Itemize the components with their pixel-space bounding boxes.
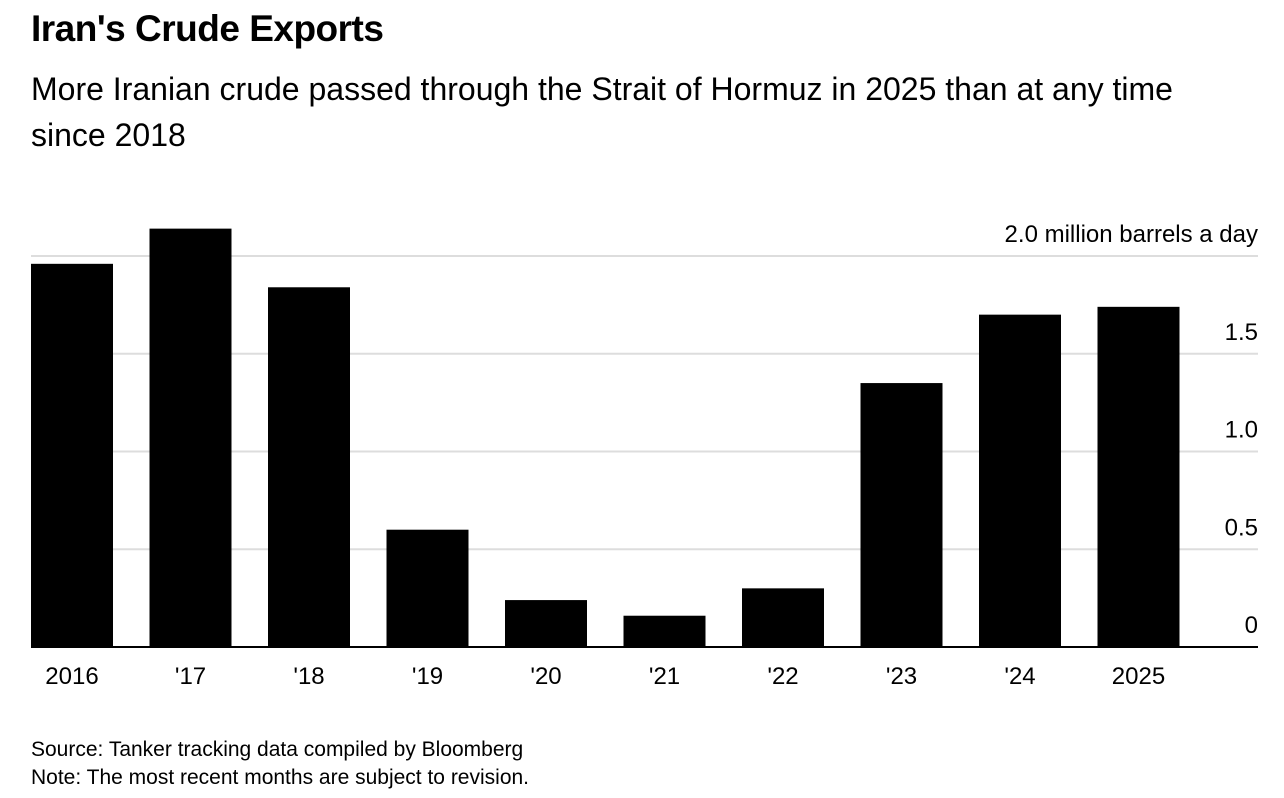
chart-title: Iran's Crude Exports	[31, 8, 384, 49]
bar	[505, 600, 587, 647]
source-note: Source: Tanker tracking data compiled by…	[31, 738, 524, 761]
bar	[268, 287, 350, 647]
y-tick-label: 2.0 million barrels a day	[1005, 221, 1258, 248]
bar	[860, 383, 943, 647]
chart-subtitle: More Iranian crude passed through the St…	[31, 71, 1173, 153]
x-tick-label: '18	[293, 663, 324, 690]
bar	[979, 314, 1061, 647]
bar	[31, 263, 113, 647]
y-tick-label: 0.5	[1225, 514, 1258, 541]
y-tick-label: 1.5	[1225, 319, 1258, 346]
bar	[149, 228, 232, 647]
x-tick-label: 2016	[45, 663, 98, 690]
x-tick-label: 2025	[1112, 663, 1165, 690]
x-tick-label: '17	[175, 663, 206, 690]
revision-note: Note: The most recent months are subject…	[31, 766, 530, 789]
x-tick-label: '19	[412, 663, 443, 690]
bar	[386, 529, 469, 647]
y-tick-label: 1.0	[1225, 417, 1258, 444]
x-tick-label: '21	[649, 663, 680, 690]
bar	[742, 588, 824, 647]
bar	[623, 615, 706, 647]
bar	[1097, 306, 1180, 647]
y-tick-label: 0	[1245, 612, 1258, 639]
x-tick-label: '23	[886, 663, 917, 690]
x-tick-label: '22	[767, 663, 798, 690]
x-tick-label: '24	[1004, 663, 1035, 690]
x-tick-label: '20	[530, 663, 561, 690]
